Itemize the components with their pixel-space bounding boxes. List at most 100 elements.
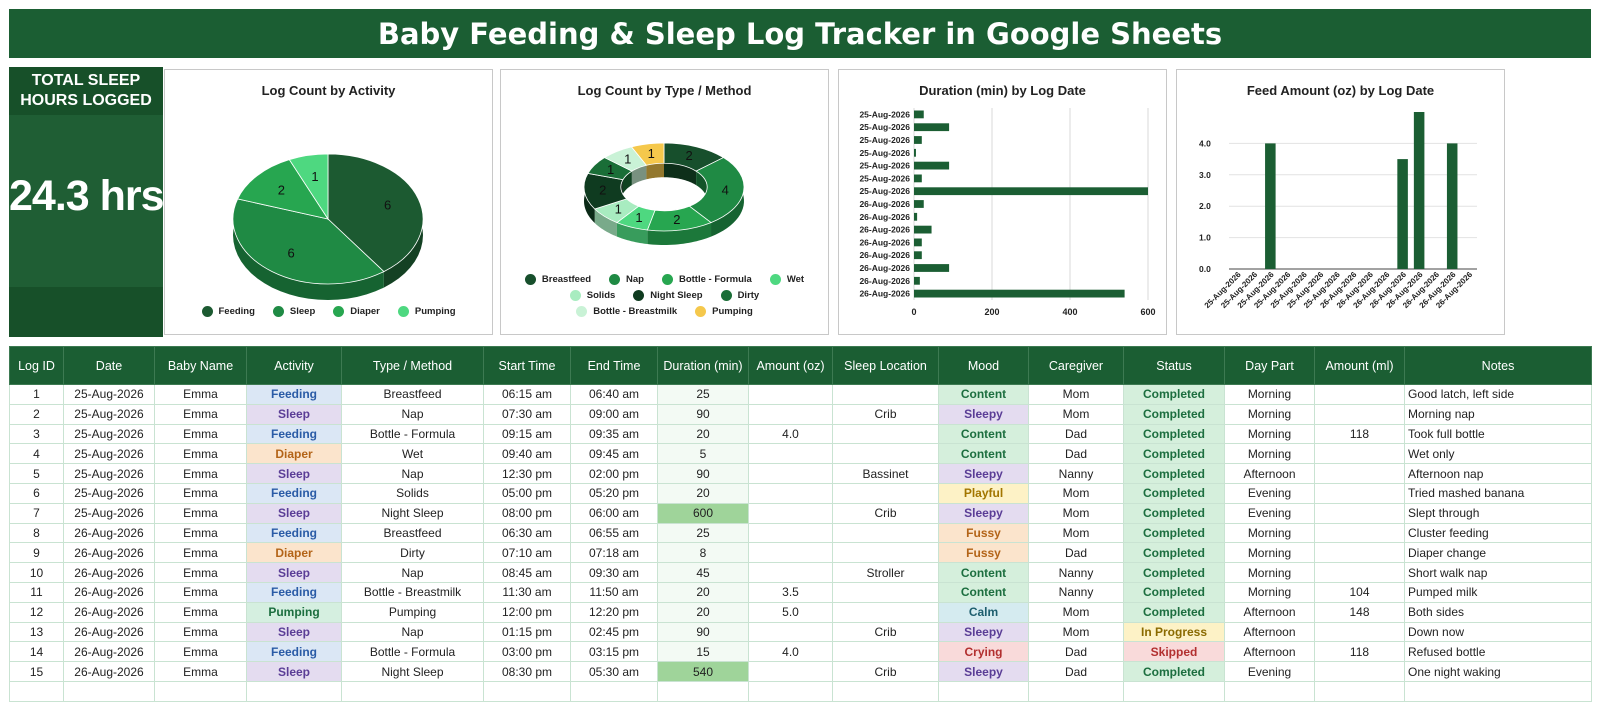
cell-mood[interactable]: Sleepy [938,502,1029,524]
cell-duration-min[interactable]: 20 [657,601,749,623]
cell-amount-ml[interactable] [1314,562,1405,583]
cell-type-method[interactable]: Bottle - Breastmilk [341,581,484,603]
cell-log-id[interactable]: 1 [9,384,64,405]
chart-log-count-by-activity[interactable]: Log Count by Activity 6 6 2 1 Feeding Sleep D… [164,69,493,335]
cell-amount-oz[interactable]: 3.5 [748,581,833,603]
cell-activity[interactable]: Diaper [246,443,342,465]
cell-start-time[interactable]: 07:30 am [483,403,571,425]
cell-amount-oz[interactable]: 4.0 [748,423,833,445]
cell-caregiver[interactable]: Mom [1028,403,1124,425]
cell-baby-name[interactable]: Emma [154,641,247,663]
cell-caregiver[interactable]: Mom [1028,621,1124,643]
cell-log-id[interactable]: 4 [9,443,64,465]
cell-log-id[interactable]: 5 [9,463,64,484]
column-header-caregiver[interactable]: Caregiver [1028,346,1124,385]
cell-activity[interactable]: Diaper [246,542,342,564]
cell-status[interactable]: Completed [1123,482,1225,504]
column-header-notes[interactable]: Notes [1404,346,1592,385]
cell-notes[interactable]: One night waking [1404,661,1592,682]
cell-sleep-location[interactable] [832,641,939,663]
cell-amount-ml[interactable] [1314,403,1405,425]
cell-amount-ml[interactable] [1314,661,1405,682]
table-row[interactable]: 15 26-Aug-2026 Emma Sleep Night Sleep 08:30 p… [9,661,1592,682]
cell-baby-name[interactable]: Emma [154,522,247,544]
cell-notes[interactable]: Wet only [1404,443,1592,465]
cell-type-method[interactable]: Solids [341,482,484,504]
cell-day-part[interactable]: Afternoon [1224,601,1315,623]
cell-activity[interactable]: Sleep [246,403,342,425]
cell-amount-oz[interactable] [748,463,833,484]
column-header-end-time[interactable]: End Time [570,346,658,385]
cell-log-id[interactable]: 11 [9,581,64,603]
cell-end-time[interactable]: 05:20 pm [570,482,658,504]
cell-day-part[interactable]: Evening [1224,502,1315,524]
column-header-amount-oz[interactable]: Amount (oz) [748,346,833,385]
cell-empty[interactable] [341,680,484,702]
cell-caregiver[interactable]: Mom [1028,601,1124,623]
cell-duration-min[interactable]: 25 [657,522,749,544]
cell-caregiver[interactable]: Dad [1028,641,1124,663]
cell-end-time[interactable]: 06:55 am [570,522,658,544]
cell-baby-name[interactable]: Emma [154,423,247,445]
cell-caregiver[interactable]: Mom [1028,522,1124,544]
cell-duration-min[interactable]: 20 [657,482,749,504]
cell-sleep-location[interactable]: Stroller [832,562,939,583]
cell-amount-oz[interactable]: 4.0 [748,641,833,663]
cell-start-time[interactable]: 08:00 pm [483,502,571,524]
column-header-sleep-location[interactable]: Sleep Location [832,346,939,385]
cell-type-method[interactable]: Night Sleep [341,502,484,524]
cell-start-time[interactable]: 09:40 am [483,443,571,465]
cell-empty[interactable] [9,680,64,702]
cell-activity[interactable]: Pumping [246,601,342,623]
cell-baby-name[interactable]: Emma [154,581,247,603]
cell-activity[interactable]: Sleep [246,463,342,484]
cell-activity[interactable]: Feeding [246,641,342,663]
cell-activity[interactable]: Sleep [246,562,342,583]
table-row[interactable]: 6 25-Aug-2026 Emma Feeding Solids 05:00 pm 05:… [9,482,1592,504]
cell-start-time[interactable]: 08:45 am [483,562,571,583]
cell-mood[interactable]: Calm [938,601,1029,623]
table-row[interactable]: 8 26-Aug-2026 Emma Feeding Breastfeed 06:30 a… [9,522,1592,544]
cell-amount-oz[interactable] [748,621,833,643]
cell-caregiver[interactable]: Nanny [1028,463,1124,484]
cell-duration-min[interactable]: 90 [657,463,749,484]
cell-empty[interactable] [938,680,1029,702]
cell-date[interactable]: 25-Aug-2026 [63,384,155,405]
table-row[interactable]: 14 26-Aug-2026 Emma Feeding Bottle - Formula… [9,641,1592,663]
cell-day-part[interactable]: Morning [1224,423,1315,445]
cell-activity[interactable]: Feeding [246,482,342,504]
cell-type-method[interactable]: Dirty [341,542,484,564]
cell-notes[interactable]: Cluster feeding [1404,522,1592,544]
cell-log-id[interactable]: 12 [9,601,64,623]
cell-notes[interactable]: Diaper change [1404,542,1592,564]
cell-end-time[interactable]: 12:20 pm [570,601,658,623]
cell-empty[interactable] [832,680,939,702]
cell-amount-oz[interactable] [748,384,833,405]
cell-day-part[interactable]: Evening [1224,482,1315,504]
cell-mood[interactable]: Fussy [938,542,1029,564]
cell-log-id[interactable]: 10 [9,562,64,583]
cell-notes[interactable]: Morning nap [1404,403,1592,425]
cell-sleep-location[interactable] [832,423,939,445]
cell-type-method[interactable]: Nap [341,621,484,643]
cell-date[interactable]: 25-Aug-2026 [63,403,155,425]
cell-duration-min[interactable]: 540 [657,661,749,682]
cell-empty[interactable] [570,680,658,702]
cell-empty[interactable] [748,680,833,702]
cell-caregiver[interactable]: Nanny [1028,581,1124,603]
cell-sleep-location[interactable] [832,482,939,504]
cell-type-method[interactable]: Pumping [341,601,484,623]
cell-amount-ml[interactable]: 118 [1314,423,1405,445]
cell-type-method[interactable]: Bottle - Formula [341,641,484,663]
cell-date[interactable]: 25-Aug-2026 [63,482,155,504]
cell-activity[interactable]: Sleep [246,621,342,643]
cell-date[interactable]: 25-Aug-2026 [63,502,155,524]
cell-empty[interactable] [1314,680,1405,702]
cell-log-id[interactable]: 9 [9,542,64,564]
cell-amount-ml[interactable] [1314,482,1405,504]
cell-end-time[interactable]: 09:00 am [570,403,658,425]
cell-amount-oz[interactable]: 5.0 [748,601,833,623]
cell-notes[interactable]: Refused bottle [1404,641,1592,663]
chart-feed-amount-by-log-date[interactable]: Feed Amount (oz) by Log Date 0.0 1.0 2.0 3.… [1176,69,1505,335]
